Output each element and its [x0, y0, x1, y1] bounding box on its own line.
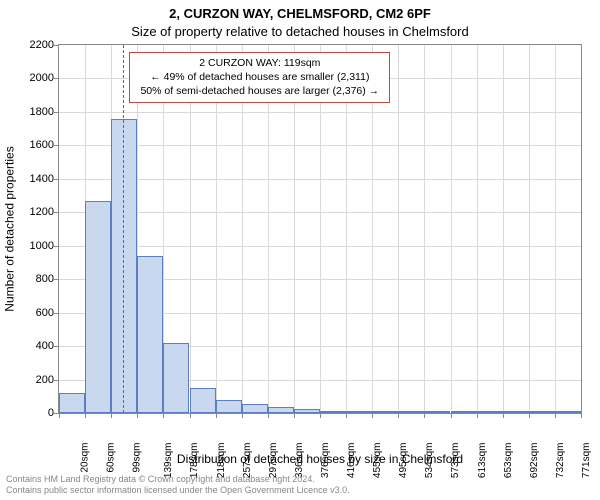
y-tick-label: 600 — [14, 307, 54, 319]
footer-attribution: Contains HM Land Registry data © Crown c… — [6, 474, 350, 497]
y-tick-label: 200 — [14, 374, 54, 386]
annotation-line: 50% of semi-detached houses are larger (… — [140, 84, 379, 98]
histogram-bar — [111, 119, 137, 413]
histogram-bar — [242, 404, 268, 413]
histogram-bar — [424, 411, 450, 413]
histogram-bar — [85, 201, 111, 413]
y-tick-label: 1600 — [14, 139, 54, 151]
histogram-bar — [503, 411, 529, 413]
histogram-bar — [477, 411, 503, 413]
footer-line-1: Contains HM Land Registry data © Crown c… — [6, 474, 350, 485]
histogram-bar — [555, 411, 581, 413]
histogram-bar — [294, 409, 320, 413]
histogram-bar — [268, 407, 294, 413]
y-tick-label: 0 — [14, 407, 54, 419]
histogram-plot: 2 CURZON WAY: 119sqm← 49% of detached ho… — [58, 44, 582, 414]
page-title: 2, CURZON WAY, CHELMSFORD, CM2 6PF — [0, 6, 600, 21]
annotation-line: 2 CURZON WAY: 119sqm — [140, 56, 379, 70]
y-tick-label: 1200 — [14, 206, 54, 218]
x-tick-label: 771sqm — [581, 443, 592, 479]
annotation-box: 2 CURZON WAY: 119sqm← 49% of detached ho… — [129, 52, 390, 103]
y-tick-label: 1000 — [14, 240, 54, 252]
chart-subtitle: Size of property relative to detached ho… — [0, 24, 600, 39]
histogram-bar — [137, 256, 163, 413]
histogram-bar — [451, 411, 477, 413]
y-tick-label: 400 — [14, 340, 54, 352]
y-tick-label: 2000 — [14, 72, 54, 84]
histogram-bar — [216, 400, 242, 413]
y-tick-label: 2200 — [14, 39, 54, 51]
histogram-bar — [190, 388, 216, 413]
histogram-bar — [59, 393, 85, 413]
y-tick-label: 1800 — [14, 106, 54, 118]
histogram-bar — [398, 411, 424, 413]
y-axis-label: Number of detached properties — [3, 44, 17, 414]
histogram-bar — [320, 411, 346, 414]
x-axis-label: Distribution of detached houses by size … — [58, 452, 582, 466]
histogram-bar — [163, 343, 189, 413]
y-tick-label: 800 — [14, 273, 54, 285]
annotation-line: ← 49% of detached houses are smaller (2,… — [140, 70, 379, 84]
histogram-bar — [372, 411, 398, 413]
histogram-bar — [529, 411, 555, 413]
reference-marker — [123, 45, 124, 413]
y-tick-label: 1400 — [14, 173, 54, 185]
histogram-bar — [346, 411, 372, 413]
footer-line-2: Contains public sector information licen… — [6, 485, 350, 496]
